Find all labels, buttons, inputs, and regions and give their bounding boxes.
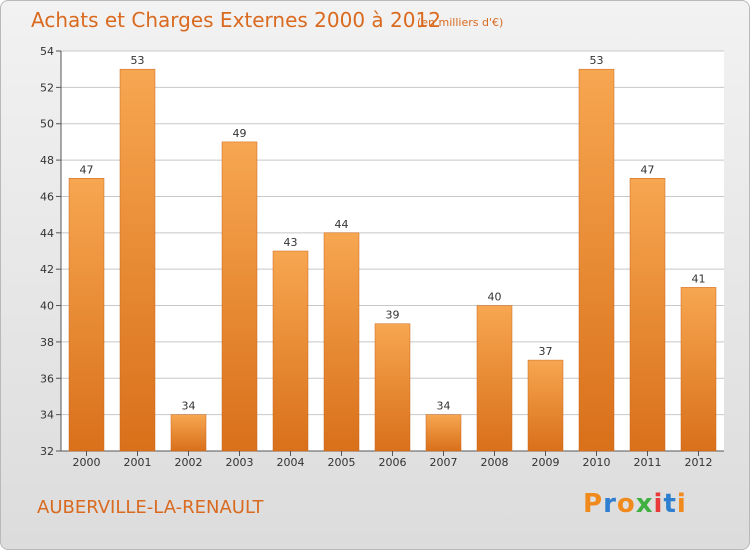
x-tick-label: 2009 [532, 456, 560, 469]
bar [374, 323, 411, 452]
x-tick-label: 2004 [277, 456, 305, 469]
bar [119, 68, 156, 452]
bar-value-label: 34 [182, 400, 196, 413]
x-tick-label: 2010 [583, 456, 611, 469]
y-tick-label: 44 [40, 227, 54, 240]
bar [680, 287, 717, 452]
proxiti-logo: Proxiti [583, 489, 687, 519]
bar [272, 250, 309, 452]
x-tick-label: 2005 [328, 456, 356, 469]
bar [578, 68, 615, 452]
logo-letter: P [583, 489, 604, 519]
logo-letter: t [663, 489, 677, 519]
bar [323, 232, 360, 452]
y-tick-label: 32 [40, 445, 54, 458]
bar-value-label: 39 [386, 309, 400, 322]
y-tick-label: 54 [40, 45, 54, 58]
bar-value-label: 43 [284, 236, 298, 249]
bar-value-label: 53 [590, 54, 604, 67]
chart-title: Achats et Charges Externes 2000 à 2012 [31, 8, 441, 32]
bar-value-label: 49 [233, 127, 247, 140]
chart-unit: (en milliers d'€) [417, 16, 504, 29]
bar [629, 178, 666, 452]
bar [68, 178, 105, 452]
y-tick-label: 42 [40, 263, 54, 276]
bar [425, 414, 462, 452]
town-name: AUBERVILLE-LA-RENAULT [37, 497, 264, 518]
logo-letter: i [653, 489, 664, 519]
x-tick-label: 2012 [685, 456, 713, 469]
bar-value-label: 47 [641, 163, 655, 176]
bar-value-label: 34 [437, 400, 451, 413]
logo-letter: i [676, 489, 687, 519]
logo-letter: x [635, 489, 654, 519]
bar-value-label: 41 [692, 272, 706, 285]
y-tick-label: 50 [40, 118, 54, 131]
bar-value-label: 47 [80, 163, 94, 176]
bar-value-label: 40 [488, 291, 502, 304]
x-tick-label: 2000 [73, 456, 101, 469]
y-tick-label: 46 [40, 190, 54, 203]
x-tick-label: 2011 [634, 456, 662, 469]
bar [221, 141, 258, 452]
y-tick-label: 40 [40, 300, 54, 313]
y-tick-label: 52 [40, 81, 54, 94]
x-tick-label: 2003 [226, 456, 254, 469]
bar [170, 414, 207, 452]
y-tick-label: 36 [40, 372, 54, 385]
y-tick-label: 34 [40, 409, 54, 422]
x-tick-label: 2008 [481, 456, 509, 469]
bar-value-label: 44 [335, 218, 349, 231]
logo-letter: o [616, 489, 636, 519]
bar-value-label: 53 [131, 54, 145, 67]
x-tick-label: 2002 [175, 456, 203, 469]
bar [527, 359, 564, 452]
x-tick-label: 2001 [124, 456, 152, 469]
y-tick-label: 38 [40, 336, 54, 349]
logo-letter: r [603, 489, 617, 519]
y-tick-label: 48 [40, 154, 54, 167]
bar-value-label: 37 [539, 345, 553, 358]
x-tick-label: 2007 [430, 456, 458, 469]
x-tick-label: 2006 [379, 456, 407, 469]
bar [476, 305, 513, 452]
